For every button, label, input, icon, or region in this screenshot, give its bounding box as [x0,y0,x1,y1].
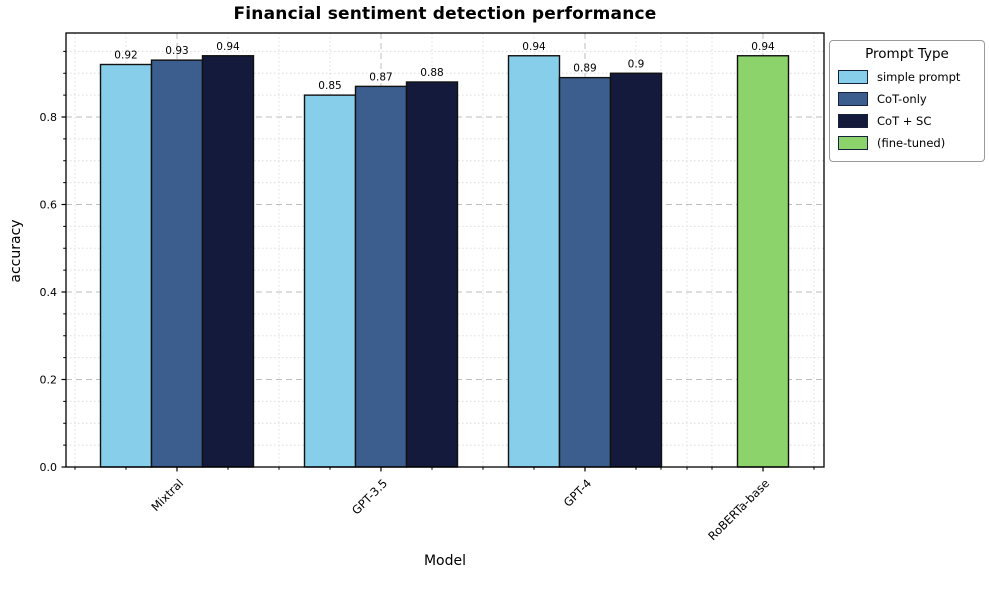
legend-entry: CoT-only [838,88,976,110]
y-tick-label: 0.2 [40,374,58,387]
bar-value-label: 0.88 [420,67,443,79]
bar-value-label: 0.94 [522,41,546,53]
bar [507,55,561,468]
x-tick-label: GPT-4 [561,476,594,509]
legend-entry-label: (fine-tuned) [877,136,946,150]
legend-entry-label: simple prompt [877,70,961,84]
y-tick-label: 0.0 [40,461,58,474]
bar-value-label: 0.92 [114,50,137,62]
y-tick-label: 0.6 [40,199,58,212]
x-tick-label: RoBERTa-base [705,476,772,543]
bar [150,59,204,468]
x-tick-label: GPT-3.5 [349,476,390,517]
bar [405,81,459,468]
legend-entry-label: CoT-only [877,92,927,106]
legend-swatch-icon [838,70,868,84]
bar-value-label: 0.87 [369,71,392,83]
bar-value-label: 0.94 [751,41,775,53]
x-axis-label: Model [423,553,467,569]
legend-entry: (fine-tuned) [838,132,976,154]
y-axis-label: accuracy [8,219,24,283]
bar-value-label: 0.94 [216,41,240,53]
plot-border [65,32,825,468]
bar [201,55,255,468]
bar [736,55,790,468]
bar-value-label: 0.89 [573,63,596,75]
legend-entry: simple prompt [838,66,976,88]
legend-swatch-icon [838,136,868,150]
legend-entries: simple prompt CoT-only CoT + SC (fine-tuned… [838,66,976,154]
legend-entry-label: CoT + SC [877,114,932,128]
legend-swatch-icon [838,114,868,128]
legend-entry: CoT + SC [838,110,976,132]
bar-value-label: 0.9 [628,58,645,70]
legend: Prompt Type simple prompt CoT-only CoT + S… [829,40,985,162]
bar [99,63,153,468]
x-tick-label: Mixtral [148,476,186,514]
chart-title: Financial sentiment detection performanc… [233,4,657,24]
legend-title: Prompt Type [865,46,949,62]
legend-swatch-icon [838,92,868,106]
bar [303,94,357,468]
bar-value-label: 0.93 [165,45,188,57]
y-tick-label: 0.8 [40,111,58,124]
bar [558,76,612,468]
bar [609,72,663,468]
bar [354,85,408,468]
y-tick-label: 0.4 [40,286,58,299]
bar-value-label: 0.85 [318,80,341,92]
